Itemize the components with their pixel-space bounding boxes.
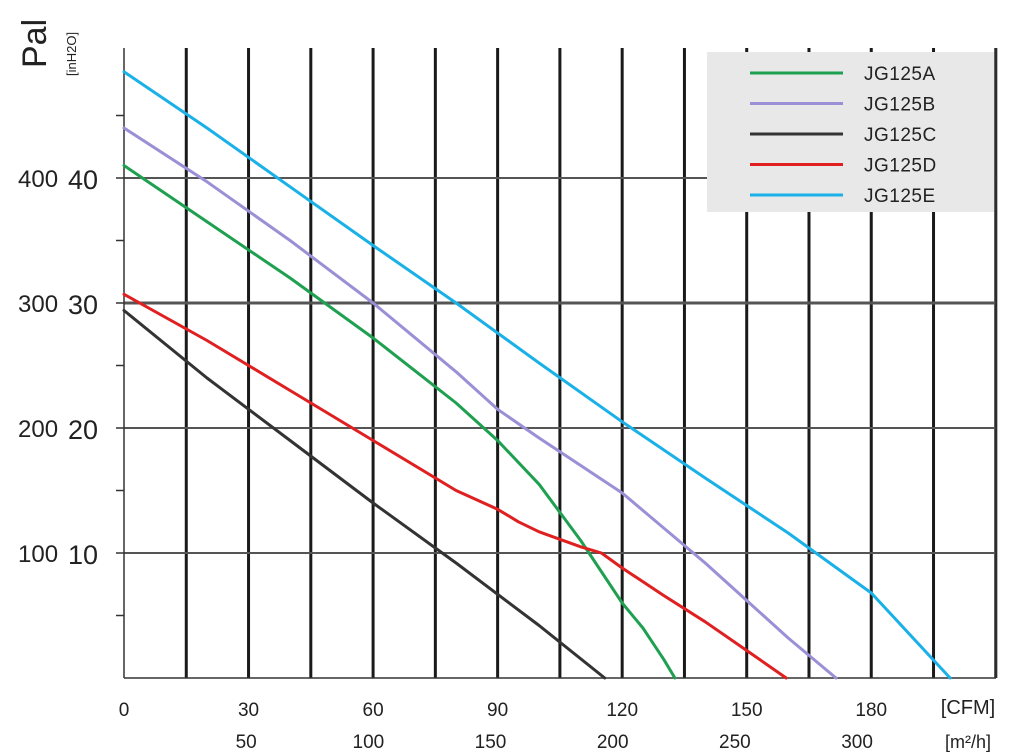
x-tick-label-cfm: 30 [238,700,259,721]
x-tick-label-cfm: 120 [606,700,638,721]
series-line-jg125b [122,126,838,680]
axes [116,48,997,679]
legend-label-jg125e: JG125E [864,186,936,207]
x-tick-label-m3h: 300 [841,732,873,753]
y-tick-label-pa: 400 [18,166,58,193]
y-tick-label-pa: 200 [18,416,58,443]
legend-label-jg125b: JG125B [864,95,936,116]
tick-labels: 100 200 300 400 10 20 30 40 Pal [inH2O] 0 30 60 90 120… [16,19,995,753]
y-tick-label-inh2o: 10 [68,540,98,570]
y-unit-pa: Pal [16,19,54,68]
series-line-jg125d [122,292,788,680]
x-tick-label-cfm: 180 [855,700,887,721]
x-tick-label-cfm: 60 [363,700,384,721]
x-tick-label-m3h: 200 [597,732,629,753]
series-line-jg125a [122,164,677,680]
legend: JG125A JG125B JG125C JG125D JG125E [707,52,994,212]
series-line-jg125c [122,309,607,680]
x-tick-label-cfm: 90 [487,700,508,721]
x-tick-label-m3h: 250 [719,732,751,753]
y-tick-label-inh2o: 30 [68,290,98,320]
legend-box [707,52,994,212]
x-tick-label-cfm: 0 [119,700,130,721]
legend-label-jg125a: JG125A [864,64,936,85]
series-lines [122,70,952,680]
y-tick-label-inh2o: 20 [68,415,98,445]
legend-label-jg125c: JG125C [864,125,937,146]
y-tick-label-pa: 100 [18,541,58,568]
y-tick-label-pa: 300 [18,291,58,318]
x-unit-m3h: [m²/h] [945,732,991,752]
series-line-jg125e [122,70,952,680]
x-tick-label-m3h: 100 [353,732,385,753]
x-tick-label-cfm: 150 [731,700,763,721]
x-unit-cfm: [CFM] [941,697,995,719]
x-tick-label-m3h: 150 [475,732,507,753]
y-unit-inh2o: [inH2O] [64,32,79,76]
y-tick-label-inh2o: 40 [68,165,98,195]
legend-label-jg125d: JG125D [864,156,937,177]
x-tick-label-m3h: 50 [236,732,257,753]
